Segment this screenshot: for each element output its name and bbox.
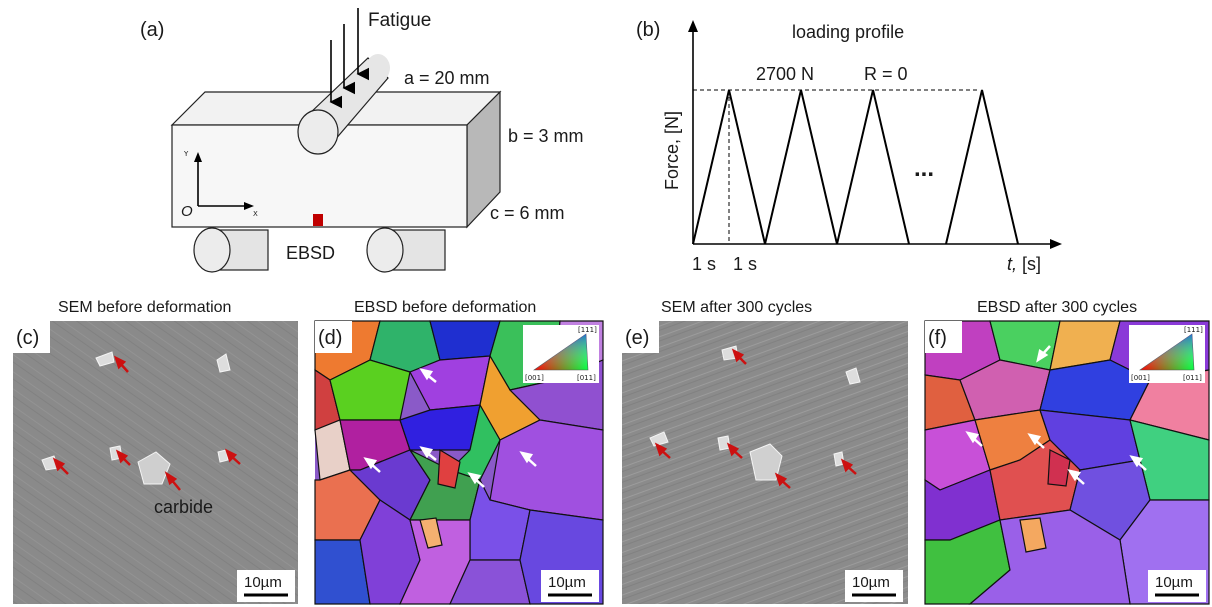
- panel-e: (e) 10µm: [622, 321, 908, 604]
- panel-f-title: EBSD after 300 cycles: [977, 299, 1137, 316]
- scale-label-f: 10µm: [1155, 574, 1193, 591]
- panel-a-tag: (a): [140, 19, 164, 41]
- panel-d-tag: (d): [318, 327, 342, 349]
- ipf-d-right: [011]: [577, 374, 596, 382]
- scale-label-e: 10µm: [852, 574, 890, 591]
- loading-waveform-last: [945, 89, 1019, 245]
- scale-box-d: [541, 570, 599, 602]
- support-roller-left: [193, 227, 269, 273]
- panel-e-title: SEM after 300 cycles: [661, 299, 812, 316]
- support-roller-right: [366, 227, 446, 273]
- axis-x-label: X: [253, 210, 258, 218]
- panel-d: (d) [111] [001] [011] 10µm: [314, 320, 604, 605]
- ipf-legend-f: [111] [001] [011]: [1129, 325, 1205, 383]
- panel-c-title: SEM before deformation: [58, 299, 231, 316]
- origin-label: O: [181, 203, 193, 220]
- panel-f: (f) [111] [001] [011] 10µm: [924, 320, 1210, 605]
- scale-box-f: [1148, 570, 1206, 602]
- carbide-label: carbide: [154, 497, 213, 517]
- time-label-1: 1 s: [692, 254, 716, 274]
- y-axis-label: Force, [N]: [662, 111, 682, 190]
- ipf-f-right: [011]: [1183, 374, 1202, 382]
- carbide-particles-e: [649, 345, 861, 481]
- ebsd-label: EBSD: [286, 243, 335, 263]
- grain-map-d: [314, 320, 604, 605]
- loading-waveform: [692, 89, 910, 245]
- x-axis-label: t, [s]: [1007, 254, 1041, 274]
- stress-ratio-label: R = 0: [864, 64, 908, 84]
- panel-d-tag-box: [315, 321, 352, 353]
- x-axis-label-unit: [s]: [1017, 254, 1041, 274]
- loading-roller: [297, 54, 390, 155]
- panel-c-tag: (c): [16, 327, 39, 349]
- scale-label-d: 10µm: [548, 574, 586, 591]
- white-arrows-f: [965, 345, 1147, 485]
- time-label-2: 1 s: [733, 254, 757, 274]
- x-axis-arrow: [1050, 239, 1062, 249]
- panel-f-tag-box: [925, 321, 962, 353]
- carbide-particles: [41, 351, 231, 485]
- ipf-f-top: [111]: [1184, 326, 1203, 334]
- panel-b-tag: (b): [636, 19, 660, 41]
- white-arrows-d: [363, 368, 537, 488]
- coordinate-axes: [194, 152, 254, 210]
- panel-c: (c) carbide 10µm: [13, 321, 298, 604]
- ipf-d-top: [111]: [578, 326, 597, 334]
- scale-box-e: [845, 570, 903, 602]
- panel-b: (b) loading profile Force, [N] 2700 N R …: [636, 19, 1062, 274]
- y-axis-arrow: [688, 20, 698, 32]
- panel-a: (a) Fatigue a = 20 mm b = 3 mm c = 6 mm: [140, 8, 584, 273]
- dim-b-label: b = 3 mm: [508, 126, 584, 146]
- dim-a-label: a = 20 mm: [404, 68, 490, 88]
- ipf-legend-d: [111] [001] [011]: [523, 325, 599, 383]
- dim-c-label: c = 6 mm: [490, 203, 565, 223]
- scale-box-c: [237, 570, 295, 602]
- x-axis-label-var: t,: [1007, 254, 1017, 274]
- scale-label-c: 10µm: [244, 574, 282, 591]
- ipf-f-left: [001]: [1131, 374, 1150, 382]
- grain-map-f: [924, 320, 1210, 605]
- ebsd-location-marker: [313, 214, 323, 226]
- panel-e-tag: (e): [625, 327, 649, 349]
- red-arrows-c: [52, 355, 241, 491]
- panel-c-tag-box: [13, 321, 50, 353]
- panel-e-tag-box: [622, 321, 659, 353]
- panel-d-title: EBSD before deformation: [354, 299, 536, 316]
- ellipsis-label: ...: [914, 155, 934, 182]
- fatigue-arrows: [329, 8, 370, 109]
- loading-profile-title: loading profile: [792, 22, 904, 42]
- red-arrows-e: [654, 348, 857, 489]
- fatigue-label: Fatigue: [368, 10, 431, 31]
- panel-f-tag: (f): [928, 327, 947, 349]
- axis-y-label: Y: [183, 150, 189, 158]
- ipf-d-left: [001]: [525, 374, 544, 382]
- peak-force-label: 2700 N: [756, 64, 814, 84]
